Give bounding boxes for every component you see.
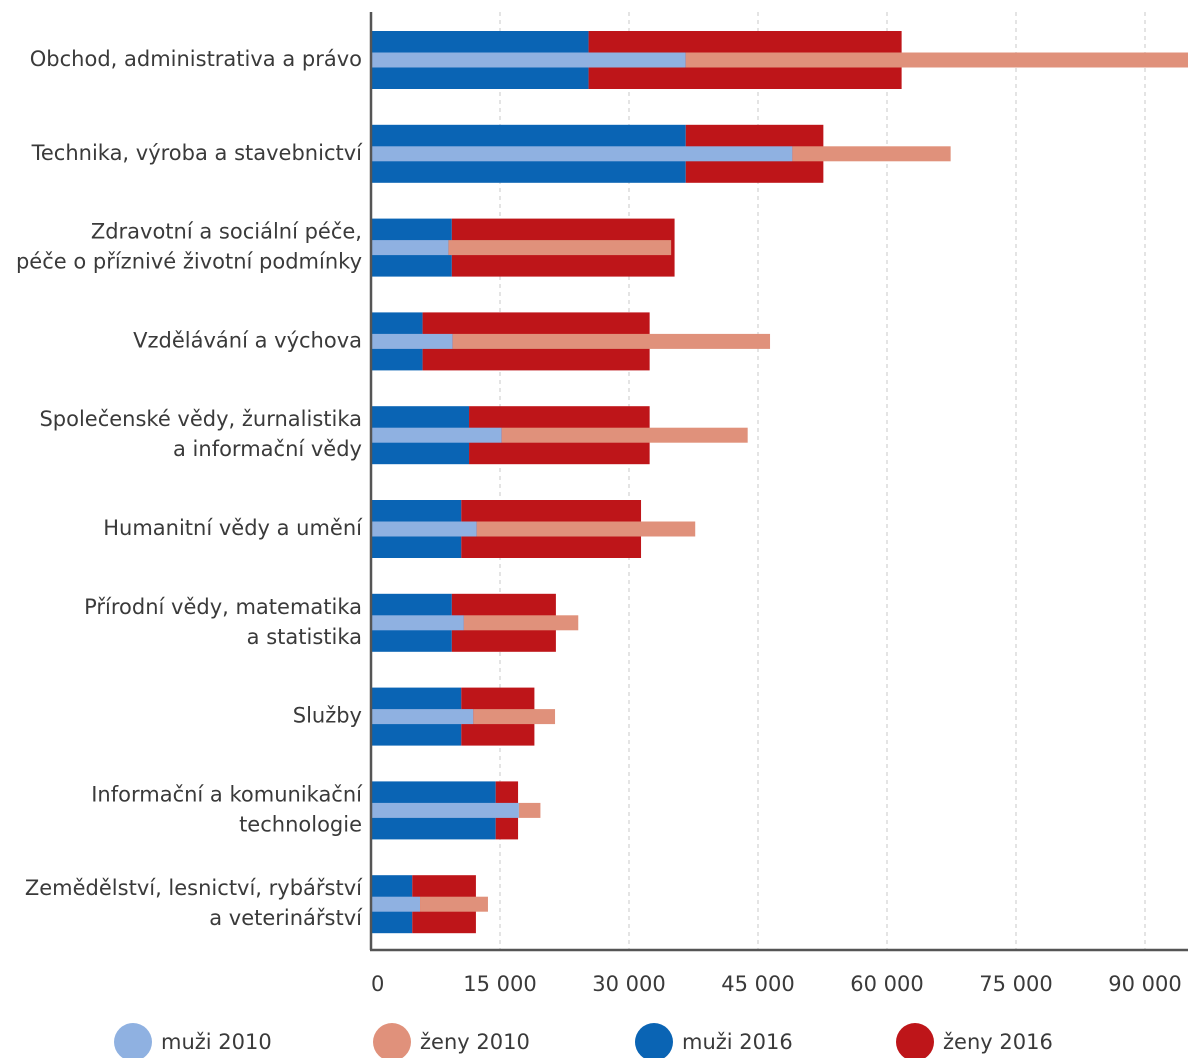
category-label: Informační a komunikační [91, 782, 363, 806]
category-label: péče o příznivé životní podmínky [16, 250, 362, 274]
legend-label: muži 2010 [161, 1030, 272, 1054]
category-label: a informační vědy [173, 437, 362, 461]
bar-segment [371, 427, 502, 443]
category-label: a statistika [247, 625, 362, 649]
category-label: Společenské vědy, žurnalistika [39, 407, 362, 431]
x-tick-label: 75 000 [979, 972, 1052, 996]
bar-segment [685, 52, 1188, 68]
bar-segment [371, 896, 421, 912]
x-tick-label: 15 000 [463, 972, 536, 996]
x-tick-label: 90 000 [1108, 972, 1181, 996]
bar-segment [371, 333, 453, 349]
x-tick-label: 30 000 [592, 972, 665, 996]
bar-segment [371, 521, 477, 537]
legend-swatch [114, 1023, 152, 1058]
bar-segment [792, 146, 951, 162]
category-label: Služby [293, 704, 362, 728]
bar-segment [501, 427, 748, 443]
bar-segment [448, 240, 672, 256]
legend-label: ženy 2010 [420, 1030, 530, 1054]
bar-segment [463, 615, 579, 631]
bar-segment [371, 802, 519, 818]
bar-segment [371, 146, 793, 162]
category-label: Obchod, administrativa a právo [30, 47, 362, 71]
category-label: Přírodní vědy, matematika [84, 595, 362, 619]
legend-label: ženy 2016 [943, 1030, 1053, 1054]
category-label: technologie [239, 812, 362, 836]
legend-swatch [373, 1023, 411, 1058]
x-tick-label: 0 [371, 972, 384, 996]
legend-label: muži 2016 [682, 1030, 793, 1054]
legend-swatch [635, 1023, 673, 1058]
bar-segment [371, 709, 474, 725]
bar-segment [452, 333, 771, 349]
bar-segment [473, 709, 556, 725]
category-label: Vzdělávání a výchova [133, 328, 362, 352]
bar-segment [371, 615, 464, 631]
legend-swatch [896, 1023, 934, 1058]
bar-segment [476, 521, 696, 537]
category-label: Technika, výroba a stavebnictví [31, 141, 364, 165]
category-label: Zdravotní a sociální péče, [91, 220, 362, 244]
category-label: Humanitní vědy a umění [103, 516, 363, 540]
bar-segment [371, 52, 686, 68]
bar-segment [518, 802, 541, 818]
bar-segment [420, 896, 488, 912]
category-label: a veterinářství [209, 906, 363, 930]
category-label: Zemědělství, lesnictví, rybářství [25, 876, 363, 900]
x-tick-label: 45 000 [721, 972, 794, 996]
bar-segment [371, 240, 449, 256]
x-tick-label: 60 000 [850, 972, 923, 996]
